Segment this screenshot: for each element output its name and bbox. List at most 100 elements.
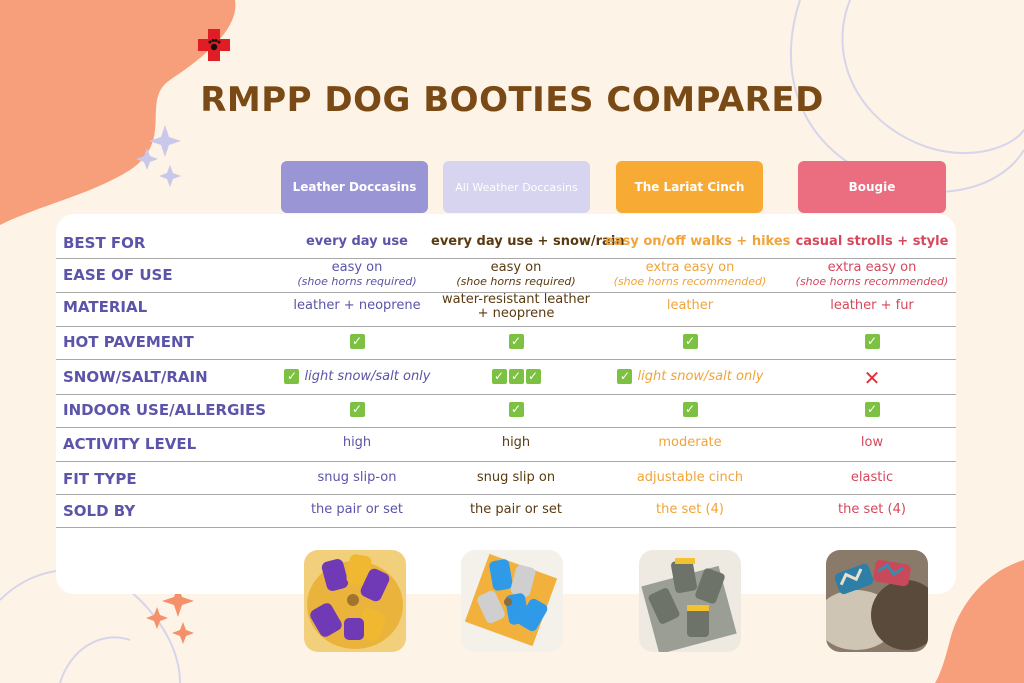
cell-subtext: (shoe horns required) [456,275,576,288]
cell-text-continued: + neoprene [477,306,555,321]
header-lariat-cinch: The Lariat Cinch [616,161,763,213]
cell-text: snug slip on [476,470,556,485]
cell-text: leather + neoprene [293,298,421,313]
row-divider [56,527,956,528]
cell-text: easy on [331,260,383,275]
row-label: MATERIAL [63,298,148,316]
cell-note: light snow/salt only [637,369,764,384]
row-label: HOT PAVEMENT [63,333,194,351]
table-cell: ✓ [787,334,957,349]
header-leather-doccasins: Leather Doccasins [281,161,428,213]
table-cell: adjustable cinch [605,471,775,485]
table-cell: moderate [605,436,775,450]
header-bougie: Bougie [798,161,946,213]
red-cross-paw-icon [198,29,230,61]
product-name: Bougie [848,180,896,194]
table-cell: leather [605,299,775,313]
table-cell: easy on/off walks + hikes [605,235,790,249]
table-cell: ✓ [431,402,601,417]
checkmark-icon: ✓ [491,369,507,384]
table-cell: snug slip on [431,471,601,485]
row-divider [56,359,956,360]
table-cell: ✓ [605,402,775,417]
table-cell: extra easy on (shoe horns recommended) [787,261,957,289]
cross-icon: ✕ [863,366,881,390]
cell-text: elastic [850,470,894,485]
cell-text: water-resistant leather [442,292,590,307]
cell-text: the pair or set [469,502,563,517]
cell-subtext: (shoe horns recommended) [613,275,767,288]
table-cell: the pair or set [272,503,442,517]
table-cell: easy on (shoe horns required) [272,261,442,289]
product-name: All Weather Doccasins [455,180,578,194]
row-divider [56,394,956,395]
table-cell: ✕ [787,366,957,390]
table-cell: easy on (shoe horns required) [431,261,601,289]
cell-subtext: (shoe horns required) [297,275,417,288]
checkmark-icon: ✓ [349,402,365,417]
table-cell: extra easy on (shoe horns recommended) [605,261,775,289]
table-cell: the set (4) [605,503,775,517]
checkmark-icon: ✓ [682,334,698,349]
cell-text: easy on [490,260,542,275]
cell-text: leather [666,298,714,313]
row-divider [56,258,956,259]
cell-text: high [342,435,372,450]
table-cell: ✓ [272,402,442,417]
table-cell: leather + neoprene [272,299,442,313]
row-label: BEST FOR [63,234,146,252]
checkmark-icon: ✓ [508,402,524,417]
table-cell: low [787,436,957,450]
table-cell: the set (4) [787,503,957,517]
page-title: RMPP DOG BOOTIES COMPARED [200,80,824,120]
leather-doccasins-photo [304,550,406,652]
cell-text: every day use [305,234,408,249]
cell-text: low [860,435,884,450]
checkmark-icon: ✓ [508,334,524,349]
table-cell: ✓ [431,334,601,349]
table-cell: snug slip-on [272,471,442,485]
checkmark-icon: ✓ [682,402,698,417]
product-name: Leather Doccasins [292,180,417,194]
bougie-photo [826,550,928,652]
checkmark-icon: ✓ [284,369,300,384]
cell-text: snug slip-on [317,470,397,485]
row-label: SOLD BY [63,502,136,520]
table-cell: water-resistant leather + neoprene [431,293,601,321]
table-cell: ✓ [787,402,957,417]
row-divider [56,461,956,462]
table-cell: casual strolls + style [787,235,957,249]
table-cell: ✓ [272,334,442,349]
checkmark-icon: ✓ [349,334,365,349]
row-label: ACTIVITY LEVEL [63,435,197,453]
cell-subtext: (shoe horns recommended) [795,275,949,288]
table-cell: ✓ [605,334,775,349]
cell-text: adjustable cinch [636,470,744,485]
checkmark-icon: ✓ [508,369,524,384]
cell-text: casual strolls + style [795,234,949,249]
cell-text: every day use + snow/rain [431,234,625,249]
all-weather-doccasins-photo [461,550,563,652]
row-divider [56,326,956,327]
row-label: INDOOR USE/ALLERGIES [63,401,267,419]
table-cell: every day use [272,235,442,249]
cell-text: high [501,435,531,450]
table-cell: ✓ light snow/salt only [272,369,442,384]
checkmark-icon: ✓ [864,334,880,349]
row-label: FIT TYPE [63,470,137,488]
row-label: EASE OF USE [63,266,173,284]
table-cell: high [272,436,442,450]
cell-text: the set (4) [656,502,724,517]
table-cell: elastic [787,471,957,485]
row-label: SNOW/SALT/RAIN [63,368,208,386]
row-divider [56,494,956,495]
cell-text: extra easy on [645,260,735,275]
table-cell: leather + fur [787,299,957,313]
table-cell: ✓ ✓ ✓ [431,369,601,384]
row-divider [56,292,956,293]
table-cell: the pair or set [431,503,601,517]
cell-text: easy on/off walks + hikes [605,234,791,249]
checkmark-icon: ✓ [525,369,541,384]
table-cell: high [431,436,601,450]
cell-text: extra easy on [827,260,917,275]
